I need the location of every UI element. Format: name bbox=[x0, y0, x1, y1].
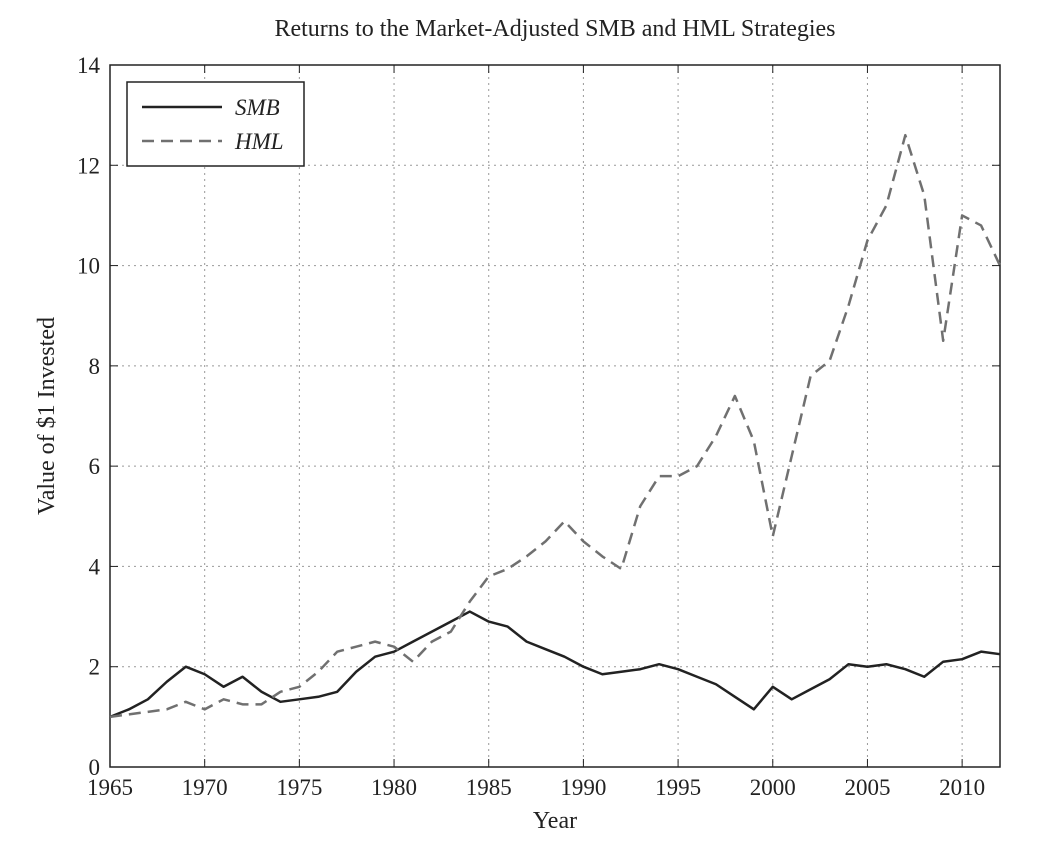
chart-title: Returns to the Market-Adjusted SMB and H… bbox=[274, 16, 835, 42]
x-tick-label: 1980 bbox=[371, 775, 417, 800]
legend-box bbox=[126, 81, 305, 167]
x-tick-label: 1990 bbox=[560, 775, 606, 800]
x-axis-label: Year bbox=[533, 808, 577, 834]
y-tick-label: 8 bbox=[89, 354, 101, 379]
x-tick-label: 2005 bbox=[844, 775, 890, 800]
legend-label: SMB bbox=[235, 95, 280, 120]
y-tick-label: 10 bbox=[77, 254, 100, 279]
x-tick-label: 1970 bbox=[182, 775, 228, 800]
y-tick-label: 2 bbox=[89, 655, 101, 680]
y-tick-label: 6 bbox=[89, 454, 101, 479]
y-tick-label: 0 bbox=[89, 755, 101, 780]
series-line bbox=[109, 133, 1002, 719]
y-tick-label: 14 bbox=[77, 53, 101, 78]
x-tick-label: 2010 bbox=[939, 775, 985, 800]
legend-label: HML bbox=[234, 129, 284, 154]
x-tick-label: 1985 bbox=[466, 775, 512, 800]
x-tick-label: 1975 bbox=[276, 775, 322, 800]
x-tick-label: 2000 bbox=[750, 775, 796, 800]
plot-frame bbox=[109, 64, 1001, 768]
y-axis-label: Value of $1 Invested bbox=[34, 317, 60, 515]
x-tick-label: 1995 bbox=[655, 775, 701, 800]
x-tick-label: 1965 bbox=[87, 775, 133, 800]
series-line bbox=[109, 610, 1001, 719]
y-tick-label: 4 bbox=[89, 554, 101, 579]
y-tick-label: 12 bbox=[77, 153, 100, 178]
